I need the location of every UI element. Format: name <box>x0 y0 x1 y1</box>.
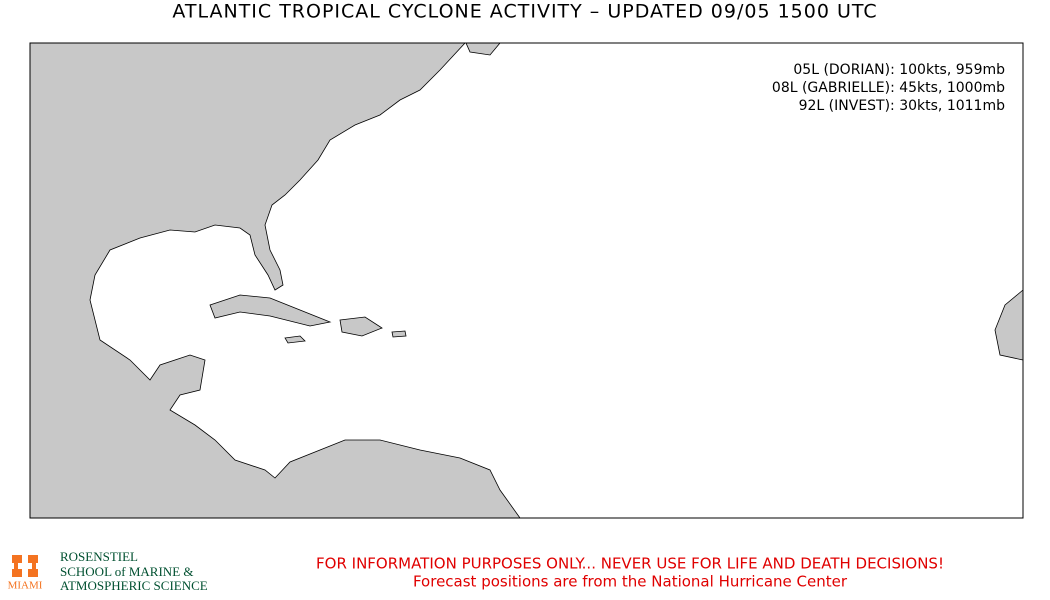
north-america <box>29 42 521 519</box>
logo-mark: MIAMI <box>8 580 43 592</box>
land <box>29 42 1024 519</box>
storm-info: 05L (DORIAN): 100kts, 959mb 08L (GABRIEL… <box>772 62 1005 114</box>
logo-text: ATMOSPHERIC SCIENCE <box>60 578 208 593</box>
map-frame <box>29 42 1024 519</box>
jamaica <box>284 335 306 344</box>
logo-text: SCHOOL of MARINE & <box>60 564 194 579</box>
hispaniola <box>339 316 383 337</box>
title: ATLANTIC TROPICAL CYCLONE ACTIVITY – UPD… <box>172 1 877 23</box>
puerto-rico <box>391 330 407 338</box>
cuba <box>209 294 332 327</box>
warning: FOR INFORMATION PURPOSES ONLY... NEVER U… <box>316 555 944 573</box>
note: Forecast positions are from the National… <box>413 573 848 591</box>
storm-info-line: 08L (GABRIELLE): 45kts, 1000mb <box>772 80 1005 96</box>
logo-text: ROSENSTIEL <box>60 549 138 564</box>
storm-info-line: 05L (DORIAN): 100kts, 959mb <box>793 62 1005 78</box>
storm-info-line: 92L (INVEST): 30kts, 1011mb <box>799 98 1005 114</box>
logo-u <box>12 555 38 577</box>
logo: MIAMI ROSENSTIEL SCHOOL of MARINE & ATMO… <box>8 549 208 593</box>
